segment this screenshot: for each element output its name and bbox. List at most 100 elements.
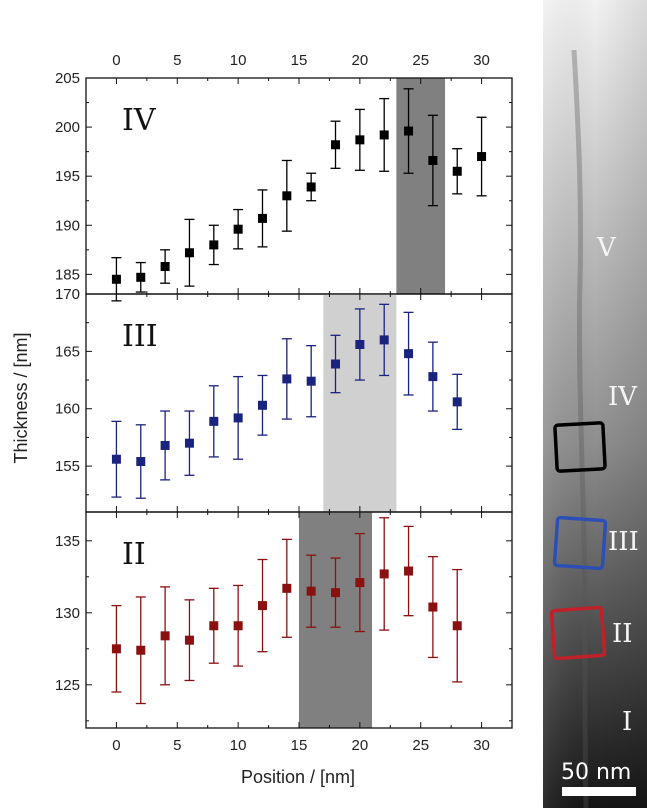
- data-point: [281, 159, 292, 232]
- x-tick-label-bottom: 30: [473, 737, 490, 754]
- data-marker: [404, 349, 414, 359]
- x-tick-label-top: 10: [230, 52, 247, 69]
- data-point: [208, 224, 219, 266]
- data-point: [160, 586, 171, 686]
- black-region-box: [553, 421, 607, 473]
- data-point: [257, 558, 268, 653]
- data-point: [257, 189, 268, 248]
- data-marker: [111, 274, 121, 284]
- data-marker: [331, 140, 341, 150]
- y-tick-label: 160: [55, 401, 80, 418]
- data-point: [111, 604, 122, 693]
- data-point: [160, 410, 171, 481]
- x-tick-label-bottom: 20: [352, 737, 369, 754]
- data-marker: [452, 397, 462, 407]
- region-label-ii: II: [612, 619, 633, 649]
- data-point: [330, 120, 341, 169]
- data-point: [135, 261, 146, 293]
- y-tick-label: 190: [55, 217, 80, 234]
- x-tick-label-top: 20: [352, 52, 369, 69]
- data-marker: [428, 372, 438, 382]
- panel-ii: 125 130 135 II: [55, 511, 513, 729]
- region-label-i: I: [622, 707, 632, 737]
- data-point: [281, 338, 292, 420]
- data-marker: [306, 586, 316, 596]
- x-tick-label-bottom: 10: [230, 737, 247, 754]
- micrograph-interface-line: [571, 49, 589, 808]
- data-marker: [209, 621, 219, 631]
- thickness-chart: 185190195200205IV155160165170III12513013…: [11, 52, 513, 787]
- data-point: [233, 375, 244, 460]
- data-point: [160, 249, 171, 284]
- data-marker: [404, 566, 414, 576]
- panel-label: IV: [122, 103, 157, 138]
- data-marker: [282, 583, 292, 593]
- panel-label: III: [122, 319, 158, 354]
- data-marker: [477, 152, 487, 162]
- y-tick-label: 130: [55, 605, 80, 622]
- blue-region-box: [552, 515, 608, 571]
- y-tick-label: 200: [55, 119, 80, 136]
- data-marker: [233, 621, 243, 631]
- data-point: [427, 341, 438, 412]
- data-point: [379, 303, 390, 377]
- data-marker: [160, 262, 170, 272]
- y-tick-label: 170: [55, 286, 80, 303]
- data-marker: [233, 224, 243, 234]
- data-point: [354, 308, 365, 381]
- data-marker: [306, 376, 316, 386]
- data-point: [403, 311, 414, 396]
- data-point: [208, 587, 219, 664]
- data-marker: [209, 416, 219, 426]
- data-point: [306, 172, 317, 202]
- data-point: [427, 555, 438, 659]
- y-tick-label: 135: [55, 533, 80, 550]
- panel-iii: 155 160 165 170 III: [55, 286, 513, 513]
- data-marker: [184, 438, 194, 448]
- data-point: [354, 108, 365, 171]
- data-point: [184, 599, 195, 682]
- region-label-iv: IV: [608, 382, 638, 412]
- data-point: [452, 373, 463, 431]
- data-marker: [160, 631, 170, 641]
- data-marker: [452, 166, 462, 176]
- region-label-iii: III: [608, 527, 639, 557]
- data-marker: [355, 339, 365, 349]
- x-tick-label-bottom: 15: [291, 737, 308, 754]
- y-tick-label: 125: [55, 677, 80, 694]
- data-point: [452, 148, 463, 195]
- x-tick-label-top: 25: [412, 52, 429, 69]
- y-tick-label: 195: [55, 168, 80, 185]
- data-marker: [136, 272, 146, 282]
- data-point: [379, 97, 390, 172]
- data-marker: [136, 645, 146, 655]
- scale-bar: [562, 787, 636, 796]
- data-marker: [282, 191, 292, 201]
- data-marker: [111, 454, 121, 464]
- data-marker: [379, 335, 389, 345]
- data-point: [257, 374, 268, 436]
- data-point: [135, 596, 146, 705]
- data-point: [476, 116, 487, 197]
- panel-iv: 185 190 195 200 205 IV: [55, 70, 513, 302]
- data-point: [403, 88, 414, 174]
- data-point: [233, 584, 244, 667]
- red-region-box: [549, 605, 607, 661]
- y-axis-title: Thickness / [nm]: [11, 332, 31, 463]
- data-marker: [331, 588, 341, 598]
- data-marker: [428, 155, 438, 165]
- data-marker: [355, 578, 365, 588]
- data-marker: [184, 635, 194, 645]
- data-marker: [331, 359, 341, 369]
- x-tick-label-top: 15: [291, 52, 308, 69]
- x-axis-title: Position / [nm]: [241, 767, 355, 787]
- data-point: [306, 554, 317, 628]
- data-marker: [257, 400, 267, 410]
- x-tick-label-bottom: 25: [412, 737, 429, 754]
- data-marker: [306, 182, 316, 192]
- data-point: [452, 568, 463, 683]
- data-point: [354, 532, 365, 633]
- data-point: [306, 344, 317, 418]
- data-marker: [257, 601, 267, 611]
